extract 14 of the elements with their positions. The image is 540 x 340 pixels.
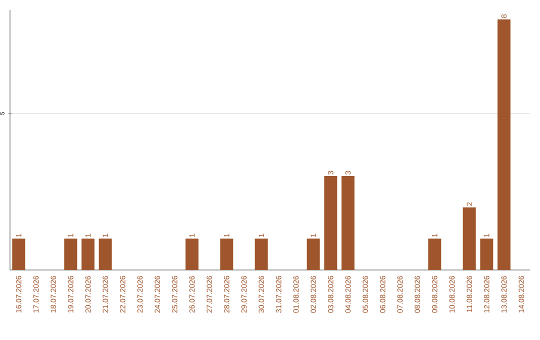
- bar: [306, 238, 320, 270]
- bar: [342, 176, 355, 270]
- bar: [98, 238, 112, 270]
- bar: [12, 238, 26, 270]
- bar: [82, 238, 94, 270]
- bar: [498, 19, 511, 270]
- bar: [324, 176, 338, 270]
- bar: [462, 207, 476, 270]
- bar: [254, 238, 268, 270]
- bar: [220, 238, 234, 270]
- bar: [64, 238, 78, 270]
- bar: [428, 238, 442, 270]
- bar: [186, 238, 198, 270]
- bar: [480, 238, 494, 270]
